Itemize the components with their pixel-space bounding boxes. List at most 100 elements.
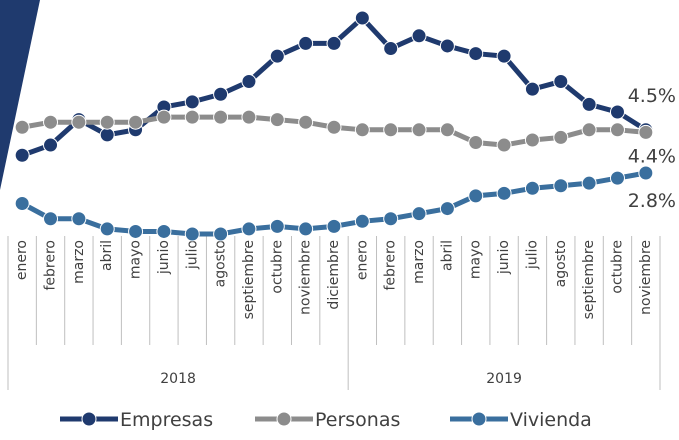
data-point: [184, 226, 200, 242]
data-point: [553, 178, 569, 194]
data-point: [524, 180, 540, 196]
x-tick-label: noviembre: [298, 240, 314, 315]
x-tick-label: enero: [14, 240, 30, 280]
data-point: [383, 40, 399, 56]
data-point: [609, 122, 625, 138]
x-tick-label: septiembre: [241, 240, 257, 319]
data-point: [553, 129, 569, 145]
x-tick-label: abril: [439, 240, 455, 271]
data-point: [439, 201, 455, 217]
data-point: [128, 223, 144, 239]
data-point: [14, 147, 30, 163]
data-point: [354, 10, 370, 26]
data-point: [468, 135, 484, 151]
legend-label: Personas: [315, 409, 400, 431]
data-point: [14, 196, 30, 212]
data-point: [156, 223, 172, 239]
x-tick-label: febrero: [383, 240, 399, 291]
data-label: 2.8%: [628, 190, 676, 212]
group-label: 2018: [160, 371, 196, 387]
data-point: [383, 122, 399, 138]
data-point: [411, 28, 427, 44]
data-point: [71, 114, 87, 130]
data-point: [326, 119, 342, 135]
data-point: [439, 38, 455, 54]
legend-label: Vivienda: [510, 409, 592, 431]
data-point: [184, 109, 200, 125]
data-point: [524, 81, 540, 97]
x-tick-label: junio: [496, 240, 512, 275]
data-point: [298, 114, 314, 130]
data-point: [638, 165, 654, 181]
data-point: [184, 94, 200, 110]
legend-marker: [471, 411, 487, 427]
data-point: [326, 35, 342, 51]
data-label: 4.5%: [628, 85, 676, 107]
data-point: [496, 185, 512, 201]
x-tick-label: marzo: [411, 240, 427, 284]
data-point: [581, 122, 597, 138]
data-point: [99, 114, 115, 130]
data-point: [468, 46, 484, 62]
data-point: [496, 137, 512, 153]
group-label: 2019: [486, 371, 522, 387]
data-point: [439, 122, 455, 138]
data-point: [496, 48, 512, 64]
data-point: [581, 96, 597, 112]
data-point: [71, 211, 87, 227]
data-point: [241, 74, 257, 90]
data-point: [298, 221, 314, 237]
corner-decoration: [0, 0, 40, 190]
x-tick-label: septiembre: [581, 240, 597, 319]
data-point: [354, 213, 370, 229]
data-point: [269, 48, 285, 64]
data-point: [269, 112, 285, 128]
x-tick-label: junio: [156, 240, 172, 275]
data-point: [213, 226, 229, 242]
x-tick-label: noviembre: [638, 240, 654, 315]
data-point: [43, 114, 59, 130]
data-point: [354, 122, 370, 138]
x-tick-label: julio: [524, 240, 540, 270]
data-point: [213, 86, 229, 102]
data-point: [468, 188, 484, 204]
data-point: [383, 211, 399, 227]
data-point: [99, 127, 115, 143]
x-tick-label: enero: [354, 240, 370, 280]
x-tick-label: febrero: [43, 240, 59, 291]
x-tick-label: julio: [184, 240, 200, 270]
data-point: [609, 104, 625, 120]
data-point: [241, 109, 257, 125]
data-point: [43, 211, 59, 227]
data-point: [298, 35, 314, 51]
x-tick-label: mayo: [128, 240, 144, 279]
legend-marker: [81, 411, 97, 427]
data-point: [609, 170, 625, 186]
x-tick-label: octubre: [269, 240, 285, 294]
x-tick-label: diciembre: [326, 240, 342, 310]
data-point: [524, 132, 540, 148]
data-point: [213, 109, 229, 125]
data-point: [411, 206, 427, 222]
data-point: [553, 74, 569, 90]
data-point: [581, 175, 597, 191]
x-tick-label: agosto: [553, 240, 569, 287]
data-point: [326, 218, 342, 234]
data-point: [411, 122, 427, 138]
legend-marker: [276, 411, 292, 427]
data-point: [269, 218, 285, 234]
data-point: [99, 221, 115, 237]
data-point: [156, 109, 172, 125]
data-point: [638, 124, 654, 140]
data-point: [128, 114, 144, 130]
x-tick-label: octubre: [609, 240, 625, 294]
data-point: [43, 137, 59, 153]
data-label: 4.4%: [628, 145, 676, 167]
data-point: [241, 221, 257, 237]
legend-label: Empresas: [120, 409, 213, 431]
x-tick-label: marzo: [71, 240, 87, 284]
x-tick-label: mayo: [468, 240, 484, 279]
data-point: [14, 119, 30, 135]
x-tick-label: agosto: [213, 240, 229, 287]
